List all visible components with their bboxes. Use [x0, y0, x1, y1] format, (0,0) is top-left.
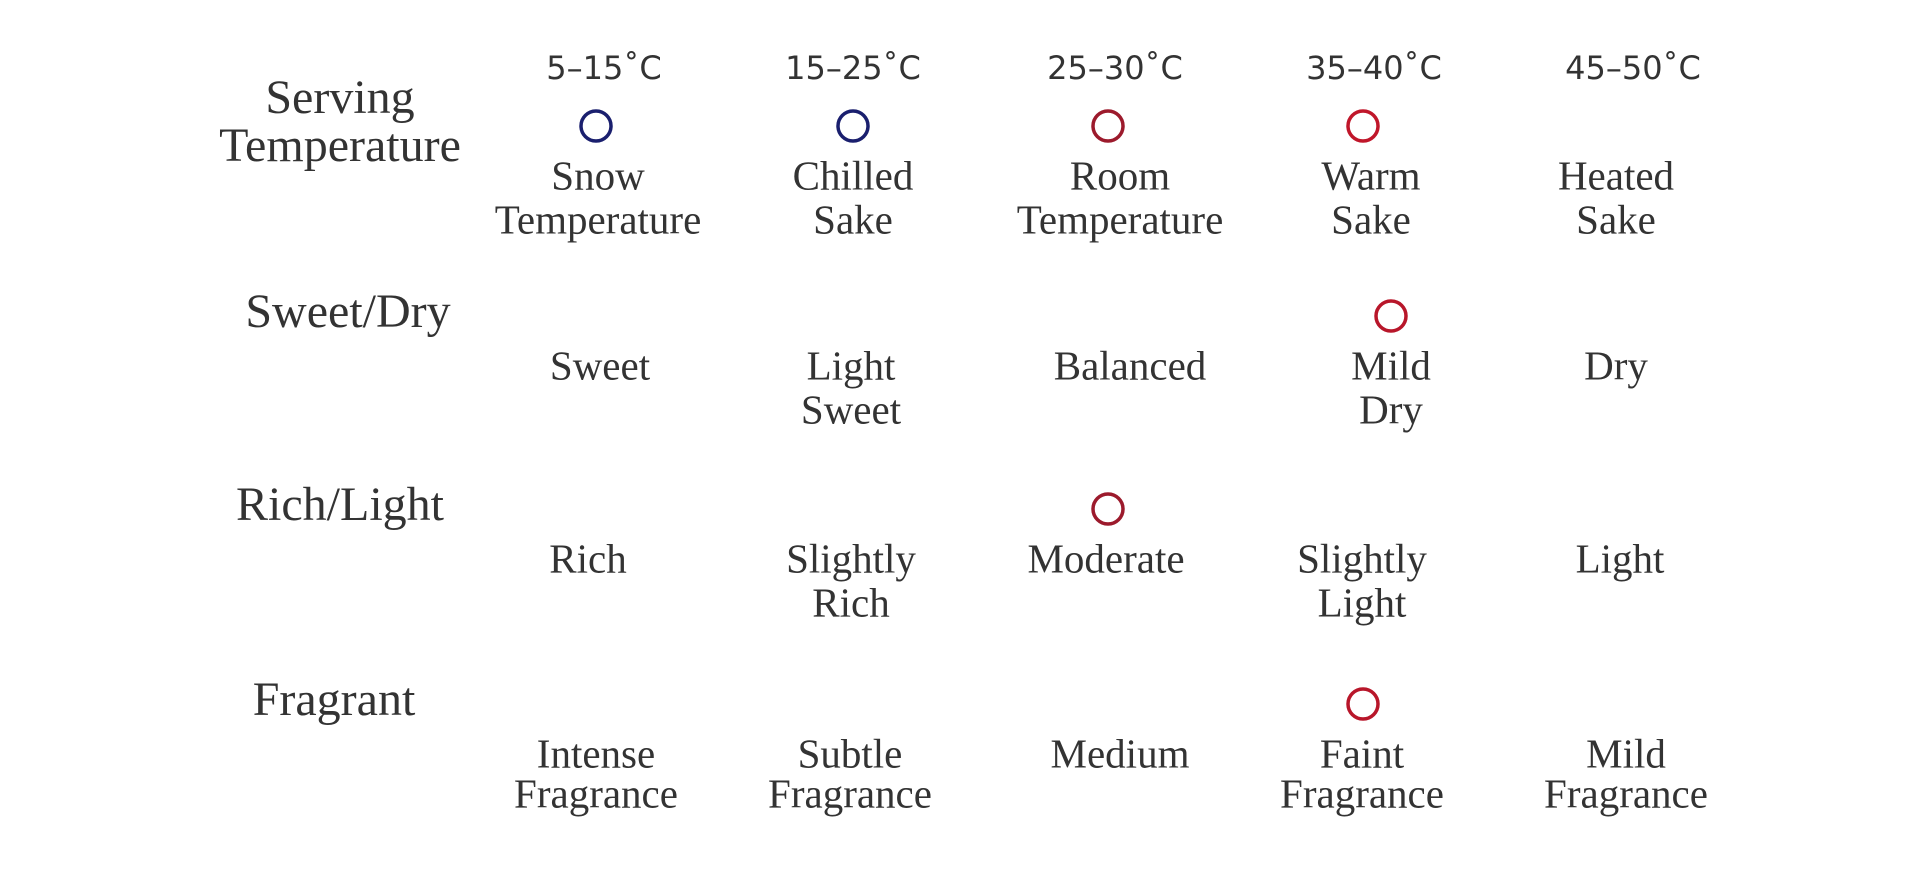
scale-label: Subtle — [798, 730, 903, 776]
scale-label: Balanced — [1054, 342, 1207, 388]
scale-label: Rich — [549, 535, 626, 581]
scale-label: Rich — [812, 579, 889, 625]
scale-label: Sweet — [550, 342, 651, 388]
temperature: 45–50˚C — [1565, 49, 1701, 87]
row-title: Temperature — [219, 119, 461, 172]
marker — [1091, 492, 1125, 526]
row-title: Fragrant — [253, 673, 416, 726]
scale-label: Faint — [1320, 730, 1405, 776]
scale-label: Slightly — [786, 535, 916, 581]
scale-label: Intense — [537, 730, 655, 776]
marker — [1346, 109, 1380, 143]
scale-label: Fragrance — [1280, 770, 1444, 816]
scale-label: Snow — [551, 152, 645, 198]
scale-label: Slightly — [1297, 535, 1427, 581]
scale-label: Chilled — [793, 152, 914, 198]
scale-label: Fragrance — [1544, 770, 1708, 816]
scale-label: Fragrance — [514, 770, 678, 816]
scale-label: Sweet — [801, 386, 902, 432]
row-title: Serving — [265, 71, 414, 124]
temperature: 15–25˚C — [785, 49, 921, 87]
scale-label: Light — [1576, 535, 1665, 581]
marker — [836, 109, 870, 143]
temperature: 35–40˚C — [1306, 49, 1442, 87]
scale-label: Temperature — [1017, 196, 1224, 242]
temperature: 5–15˚C — [546, 49, 661, 87]
scale-label: Sake — [1576, 196, 1656, 242]
scale-label: Heated — [1558, 152, 1674, 198]
scale-label: Medium — [1051, 730, 1190, 776]
marker — [1346, 687, 1380, 721]
scale-label: Dry — [1359, 386, 1423, 432]
scale-label: Dry — [1584, 342, 1648, 388]
scale-label: Sake — [1331, 196, 1411, 242]
scale-label: Warm — [1321, 152, 1420, 198]
scale-label: Moderate — [1027, 535, 1184, 581]
scale-label: Temperature — [495, 196, 702, 242]
scale-label: Mild — [1586, 730, 1666, 776]
scale-label: Sake — [813, 196, 893, 242]
marker — [1374, 299, 1408, 333]
row-title: Sweet/Dry — [245, 285, 450, 338]
marker — [1091, 109, 1125, 143]
scale-label: Light — [807, 342, 896, 388]
scale-label: Mild — [1351, 342, 1431, 388]
scale-label: Fragrance — [768, 770, 932, 816]
row-title: Rich/Light — [236, 478, 445, 531]
markers — [579, 109, 1408, 721]
scale-label: Light — [1318, 579, 1407, 625]
temperature: 25–30˚C — [1047, 49, 1183, 87]
scale-label: Room — [1070, 152, 1170, 198]
marker — [579, 109, 613, 143]
